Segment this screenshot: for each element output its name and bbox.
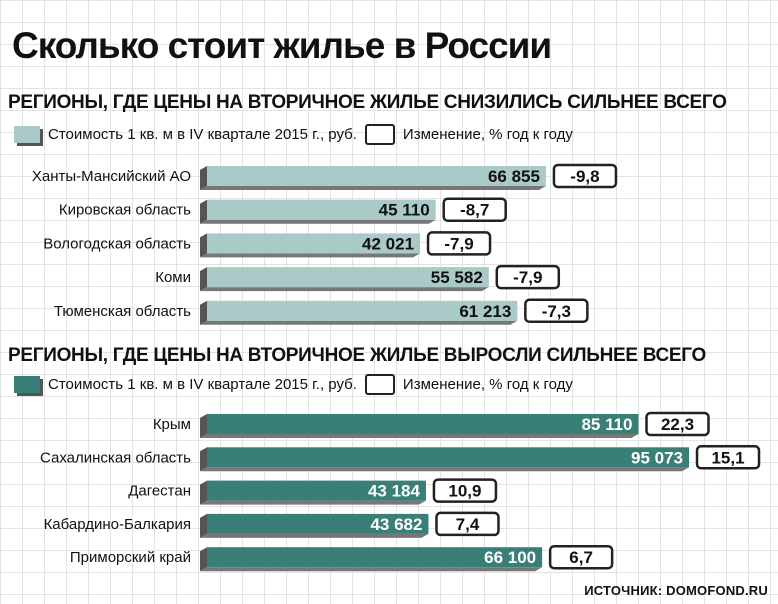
change-label: 10,9: [448, 482, 481, 501]
bar-side: [200, 447, 207, 472]
bar-side: [200, 233, 207, 258]
bar-bottom: [200, 567, 543, 572]
change-label: -9,8: [570, 167, 599, 186]
change-box: [645, 411, 710, 437]
bar-side: [200, 166, 207, 190]
change-label: 22,3: [661, 415, 694, 434]
bar-bottom: [200, 320, 518, 325]
change-box: [552, 163, 618, 189]
section-title-increase: РЕГИОНЫ, ГДЕ ЦЕНЫ НА ВТОРИЧНОЕ ЖИЛЬЕ ВЫР…: [8, 345, 706, 366]
change-label: -7,9: [513, 268, 542, 287]
bar-bottom: [200, 219, 436, 224]
source-note: ИСТОЧНИК: DOMOFOND.RU: [584, 583, 768, 598]
bar-row: Сахалинская область 95 073 15,1: [40, 445, 761, 472]
bar-row: Кабардино-Балкария 43 682 7,4: [44, 511, 500, 538]
value-label: 45 110: [379, 201, 430, 220]
value-label: 43 184: [368, 482, 421, 501]
category-label: Крым: [153, 416, 191, 433]
change-label: 7,4: [456, 515, 480, 534]
bar-side: [200, 300, 207, 325]
value-label: 43 682: [370, 515, 422, 534]
bar-bottom: [200, 467, 690, 472]
legend-change-label: Изменение, % год к году: [402, 375, 573, 393]
bar-side: [200, 267, 207, 292]
bar: [207, 300, 518, 321]
bar-row: Приморский край 66 100 6,7: [70, 544, 614, 572]
legend-change-swatch: [364, 123, 395, 145]
change-label: -8,7: [460, 201, 489, 220]
value-label: 66 100: [484, 548, 536, 567]
bar-side: [200, 480, 207, 505]
bar: [207, 233, 421, 254]
legend-increase: Стоимость 1 кв. м в IV квартале 2015 г.,…: [14, 373, 573, 395]
change-box: [426, 231, 492, 256]
bar: [207, 166, 546, 186]
category-label: Вологодская область: [43, 235, 191, 252]
category-label: Тюменская область: [54, 303, 191, 320]
legend-decrease: Стоимость 1 кв. м в IV квартале 2015 г.,…: [14, 123, 573, 145]
bar-row: Коми 55 582 -7,9: [155, 264, 561, 292]
change-box: [435, 511, 500, 537]
category-label: Коми: [155, 269, 191, 286]
legend-value-swatch: [14, 375, 40, 393]
section-title-decrease: РЕГИОНЫ, ГДЕ ЦЕНЫ НА ВТОРИЧНОЕ ЖИЛЬЕ СНИ…: [8, 92, 727, 113]
value-label: 42 021: [362, 234, 414, 253]
category-label: Сахалинская область: [40, 449, 191, 466]
change-label: -7,3: [542, 302, 571, 321]
bar-bottom: [200, 287, 489, 292]
bar-side: [200, 199, 207, 224]
change-box: [432, 478, 498, 503]
bar-row: Дагестан 43 184 10,9: [128, 478, 498, 505]
bar-bottom: [200, 533, 429, 538]
legend-value-label: Стоимость 1 кв. м в IV квартале 2015 г.,…: [48, 125, 357, 143]
bar-side: [200, 547, 207, 572]
change-box: [442, 197, 507, 222]
bar-bottom: [200, 186, 546, 190]
change-label: -7,9: [444, 234, 473, 253]
value-label: 85 110: [581, 415, 632, 434]
bar-row: Ханты-Мансийский АО 66 855 -9,8: [32, 163, 618, 190]
value-label: 55 582: [431, 268, 483, 287]
change-label: 6,7: [569, 548, 593, 567]
bar-bottom: [200, 253, 421, 258]
value-label: 66 855: [488, 167, 540, 186]
category-label: Приморский край: [70, 549, 191, 566]
category-label: Кировская область: [59, 202, 191, 219]
bar: [207, 267, 489, 288]
change-box: [495, 264, 561, 290]
bar: [207, 547, 543, 568]
category-label: Ханты-Мансийский АО: [32, 168, 191, 185]
change-box: [695, 445, 761, 470]
value-label: 95 073: [631, 448, 683, 467]
bar-side: [200, 414, 207, 438]
change-box: [524, 298, 589, 324]
bar-side: [200, 513, 207, 538]
bar-bottom: [200, 434, 639, 438]
page-title: Сколько стоит жилье в России: [12, 25, 552, 66]
bar-row: Крым 85 110 22,3: [153, 411, 710, 438]
bar: [207, 480, 426, 501]
bar: [207, 513, 429, 534]
bar-row: Вологодская область 42 021 -7,9: [43, 231, 492, 258]
category-label: Дагестан: [128, 483, 191, 500]
bar-row: Кировская область 45 110 -8,7: [59, 197, 507, 224]
change-label: 15,1: [711, 448, 744, 467]
legend-value-swatch: [14, 125, 40, 143]
legend-change-swatch: [364, 373, 395, 395]
category-label: Кабардино-Балкария: [44, 516, 191, 533]
change-box: [548, 544, 614, 570]
legend-change-label: Изменение, % год к году: [402, 125, 573, 143]
value-label: 61 213: [459, 302, 511, 321]
bar: [207, 414, 639, 434]
bar: [207, 447, 690, 468]
bar: [207, 199, 436, 220]
legend-value-label: Стоимость 1 кв. м в IV квартале 2015 г.,…: [48, 375, 357, 393]
bar-bottom: [200, 500, 426, 505]
bar-row: Тюменская область 61 213 -7,3: [54, 298, 589, 325]
